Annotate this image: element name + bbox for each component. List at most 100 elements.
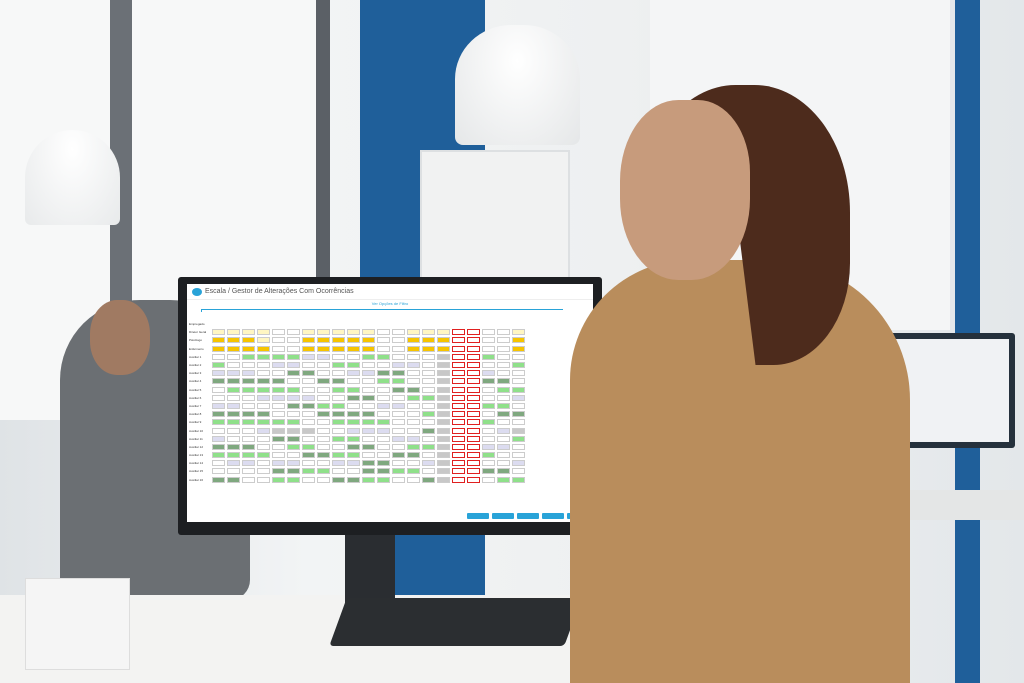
shift-cell[interactable] <box>302 329 315 336</box>
shift-cell[interactable] <box>362 394 375 401</box>
shift-cell[interactable] <box>242 468 255 475</box>
shift-cell[interactable] <box>497 435 510 442</box>
shift-cell[interactable] <box>467 427 480 434</box>
shift-cell[interactable] <box>347 402 360 409</box>
shift-cell[interactable] <box>512 435 525 442</box>
shift-cell[interactable] <box>317 386 330 393</box>
shift-cell[interactable] <box>242 394 255 401</box>
shift-cell[interactable] <box>242 443 255 450</box>
shift-cell[interactable] <box>317 337 330 344</box>
shift-cell[interactable] <box>257 411 270 418</box>
shift-cell[interactable] <box>257 402 270 409</box>
shift-cell[interactable] <box>452 411 465 418</box>
shift-cell[interactable] <box>242 419 255 426</box>
shift-cell[interactable] <box>392 378 405 385</box>
shift-cell[interactable] <box>227 394 240 401</box>
shift-cell[interactable] <box>482 419 495 426</box>
shift-cell[interactable] <box>287 370 300 377</box>
shift-cell[interactable] <box>392 460 405 467</box>
shift-cell[interactable] <box>362 419 375 426</box>
shift-cell[interactable] <box>317 378 330 385</box>
shift-cell[interactable] <box>452 402 465 409</box>
shift-cell[interactable] <box>212 345 225 352</box>
shift-cell[interactable] <box>437 419 450 426</box>
shift-cell[interactable] <box>362 427 375 434</box>
shift-cell[interactable] <box>317 370 330 377</box>
shift-cell[interactable] <box>317 419 330 426</box>
shift-cell[interactable] <box>407 370 420 377</box>
shift-cell[interactable] <box>422 419 435 426</box>
shift-cell[interactable] <box>452 353 465 360</box>
shift-cell[interactable] <box>212 337 225 344</box>
shift-cell[interactable] <box>242 411 255 418</box>
shift-cell[interactable] <box>317 329 330 336</box>
shift-cell[interactable] <box>257 345 270 352</box>
shift-cell[interactable] <box>257 337 270 344</box>
shift-cell[interactable] <box>452 468 465 475</box>
shift-cell[interactable] <box>257 452 270 459</box>
shift-cell[interactable] <box>257 476 270 483</box>
shift-cell[interactable] <box>302 386 315 393</box>
shift-cell[interactable] <box>317 443 330 450</box>
shift-cell[interactable] <box>467 452 480 459</box>
shift-cell[interactable] <box>512 378 525 385</box>
shift-cell[interactable] <box>497 386 510 393</box>
shift-cell[interactable] <box>482 394 495 401</box>
shift-cell[interactable] <box>377 460 390 467</box>
shift-cell[interactable] <box>407 402 420 409</box>
shift-cell[interactable] <box>422 476 435 483</box>
shift-cell[interactable] <box>512 443 525 450</box>
shift-cell[interactable] <box>317 476 330 483</box>
shift-cell[interactable] <box>302 402 315 409</box>
shift-cell[interactable] <box>407 337 420 344</box>
shift-cell[interactable] <box>212 329 225 336</box>
shift-cell[interactable] <box>257 329 270 336</box>
shift-cell[interactable] <box>227 329 240 336</box>
shift-cell[interactable] <box>257 362 270 369</box>
shift-cell[interactable] <box>242 353 255 360</box>
shift-cell[interactable] <box>227 443 240 450</box>
shift-cell[interactable] <box>332 460 345 467</box>
shift-cell[interactable] <box>332 370 345 377</box>
shift-cell[interactable] <box>392 394 405 401</box>
shift-cell[interactable] <box>272 468 285 475</box>
shift-cell[interactable] <box>302 353 315 360</box>
shift-cell[interactable] <box>437 468 450 475</box>
shift-cell[interactable] <box>437 460 450 467</box>
shift-cell[interactable] <box>392 345 405 352</box>
shift-cell[interactable] <box>287 460 300 467</box>
shift-cell[interactable] <box>497 411 510 418</box>
shift-cell[interactable] <box>452 476 465 483</box>
shift-cell[interactable] <box>332 452 345 459</box>
shift-cell[interactable] <box>512 419 525 426</box>
shift-cell[interactable] <box>482 386 495 393</box>
shift-cell[interactable] <box>302 362 315 369</box>
shift-cell[interactable] <box>242 362 255 369</box>
shift-cell[interactable] <box>482 370 495 377</box>
shift-cell[interactable] <box>392 476 405 483</box>
shift-cell[interactable] <box>422 427 435 434</box>
shift-cell[interactable] <box>227 362 240 369</box>
shift-cell[interactable] <box>257 386 270 393</box>
shift-cell[interactable] <box>437 353 450 360</box>
shift-cell[interactable] <box>332 394 345 401</box>
shift-cell[interactable] <box>422 378 435 385</box>
shift-cell[interactable] <box>317 353 330 360</box>
shift-cell[interactable] <box>512 468 525 475</box>
shift-cell[interactable] <box>437 402 450 409</box>
shift-cell[interactable] <box>242 460 255 467</box>
shift-cell[interactable] <box>407 460 420 467</box>
shift-cell[interactable] <box>512 411 525 418</box>
shift-cell[interactable] <box>242 476 255 483</box>
shift-cell[interactable] <box>407 329 420 336</box>
shift-cell[interactable] <box>512 370 525 377</box>
shift-cell[interactable] <box>272 443 285 450</box>
shift-cell[interactable] <box>287 435 300 442</box>
shift-cell[interactable] <box>272 460 285 467</box>
shift-cell[interactable] <box>437 386 450 393</box>
shift-cell[interactable] <box>302 443 315 450</box>
shift-cell[interactable] <box>392 468 405 475</box>
shift-cell[interactable] <box>302 468 315 475</box>
shift-cell[interactable] <box>482 435 495 442</box>
shift-cell[interactable] <box>362 411 375 418</box>
